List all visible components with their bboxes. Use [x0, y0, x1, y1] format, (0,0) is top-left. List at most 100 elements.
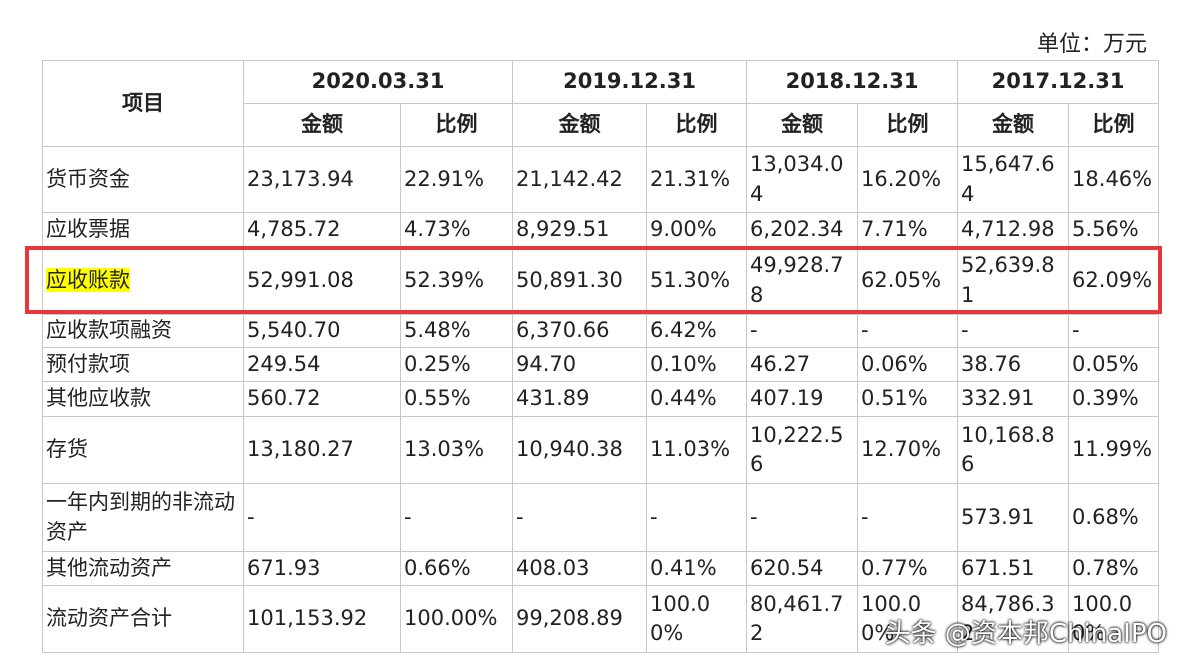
- cell: 5,540.70: [243, 314, 401, 348]
- cell: -: [399, 483, 514, 552]
- column-header: 金额: [243, 103, 401, 147]
- cell: 407.19: [746, 381, 859, 417]
- cell: 21.31%: [646, 146, 748, 213]
- column-header: 金额: [746, 103, 859, 147]
- cell: 12.70%: [857, 416, 959, 484]
- table-row: 一年内到期的非流动资产 - - - - - -573.91 0.68%: [42, 483, 1160, 552]
- cell: -: [1068, 314, 1160, 348]
- table-row: 应收账款 52,991.08 52.39% 50,891.30 51.30% 49,928…: [42, 246, 1160, 315]
- table-body: 货币资金 23,173.94 22.91% 21,142.42 21.31% 13,034…: [42, 146, 1160, 653]
- cell: 84,786.32: [957, 585, 1070, 653]
- cell: 671.51: [957, 551, 1070, 586]
- cell: 0.55%: [399, 381, 514, 417]
- cell: 620.54: [746, 551, 859, 586]
- row-label: 其他流动资产: [42, 551, 244, 586]
- row-label: 预付款项: [42, 347, 244, 382]
- table-row: 流动资产合计 101,153.92 100.00% 99,208.89 100.00% 8…: [42, 585, 1160, 653]
- cell: 11.99%: [1068, 416, 1160, 484]
- watermark: 头条 @资本邦ChinaIPO: [884, 619, 1167, 649]
- cell: 101,153.92: [243, 585, 401, 653]
- cell: 0.41%: [646, 551, 748, 586]
- cell: 52.39%: [399, 246, 514, 315]
- corner-cell: 项目: [42, 60, 244, 147]
- cell: 100.00%: [399, 585, 514, 653]
- highlighted-label: 应收账款: [46, 267, 130, 292]
- cell: 6,202.34: [746, 212, 859, 247]
- cell: 560.72: [243, 381, 401, 417]
- cell: 38.76: [957, 347, 1070, 382]
- cell: 0.77%: [857, 551, 959, 586]
- cell: 6.42%: [646, 314, 748, 348]
- table-row: 应收款项融资 5,540.70 5.48% 6,370.66 6.42% - - - -: [42, 314, 1160, 348]
- cell: 51.30%: [646, 246, 748, 315]
- cell: 4,785.72: [243, 212, 401, 247]
- row-label: 流动资产合计: [42, 585, 244, 653]
- table: 项目 2020.03.31 2019.12.31 2018.12.31 2017.12.…: [42, 60, 1160, 653]
- row-label: 一年内到期的非流动资产: [42, 483, 244, 552]
- cell: 21,142.42: [512, 146, 648, 213]
- cell: 18.46%: [1068, 146, 1160, 213]
- table-header: 项目 2020.03.31 2019.12.31 2018.12.31 2017.12.…: [42, 60, 1160, 147]
- cell: 100.00%: [1068, 585, 1160, 653]
- cell: 10,940.38: [512, 416, 648, 484]
- column-header: 金额: [512, 103, 648, 147]
- cell: 23,173.94: [243, 146, 401, 213]
- unit-label: 单位：万元: [1036, 32, 1147, 57]
- cell: 80,461.72: [746, 585, 859, 653]
- cell: 0.44%: [646, 381, 748, 417]
- table-row: 货币资金 23,173.94 22.91% 21,142.42 21.31% 13,034…: [42, 146, 1160, 213]
- cell: 4,712.98: [957, 212, 1070, 247]
- period-header: 2017.12.31: [957, 60, 1160, 104]
- cell: -: [857, 314, 959, 348]
- cell: -: [646, 483, 748, 552]
- cell: -: [746, 483, 859, 552]
- column-header: 比例: [399, 103, 514, 147]
- period-header: 2020.03.31: [242, 60, 514, 104]
- cell: 46.27: [746, 347, 859, 382]
- column-header: 比例: [1068, 103, 1160, 147]
- cell: -: [243, 483, 401, 552]
- table-row: 其他流动资产 671.93 0.66% 408.03 0.41% 620.54 0.77% 6…: [42, 551, 1160, 586]
- cell: 8,929.51: [512, 212, 648, 247]
- column-header: 比例: [646, 103, 748, 147]
- cell: 5.56%: [1068, 212, 1160, 247]
- cell: 0.05%: [1068, 347, 1160, 382]
- period-header: 2019.12.31: [512, 60, 748, 104]
- cell: 11.03%: [646, 416, 748, 484]
- cell: 62.09%: [1068, 246, 1160, 315]
- cell: 0.25%: [399, 347, 514, 382]
- cell: 99,208.89: [512, 585, 648, 653]
- cell: 7.71%: [857, 212, 959, 247]
- cell: 50,891.30: [512, 246, 648, 315]
- cell: 4.73%: [399, 212, 514, 247]
- cell: 332.91: [957, 381, 1070, 417]
- cell: 13,034.04: [746, 146, 859, 213]
- cell: 249.54: [243, 347, 401, 382]
- table-row: 存货 13,180.27 13.03% 10,940.38 11.03% 10,222.5…: [42, 416, 1160, 484]
- cell: 49,928.78: [746, 246, 859, 315]
- cell: 15,647.64: [957, 146, 1070, 213]
- cell: 0.68%: [1068, 483, 1160, 552]
- cell: 6,370.66: [512, 314, 648, 348]
- cell: 94.70: [512, 347, 648, 382]
- cell: 431.89: [512, 381, 648, 417]
- cell: 13,180.27: [243, 416, 401, 484]
- column-header: 金额: [957, 103, 1070, 147]
- cell: 0.78%: [1068, 551, 1160, 586]
- cell: 408.03: [512, 551, 648, 586]
- cell: 0.39%: [1068, 381, 1160, 417]
- cell: 0.06%: [857, 347, 959, 382]
- period-header: 2018.12.31: [746, 60, 959, 104]
- cell: 0.66%: [399, 551, 514, 586]
- cell: 573.91: [957, 483, 1070, 552]
- cell: -: [746, 314, 859, 348]
- table-row: 预付款项 249.54 0.25% 94.70 0.10% 46.27 0.06% 38.76…: [42, 347, 1160, 382]
- cell: -: [857, 483, 959, 552]
- row-label: 应收款项融资: [42, 314, 244, 348]
- cell: 0.10%: [646, 347, 748, 382]
- cell: 52,991.08: [243, 246, 401, 315]
- cell: 100.00%: [646, 585, 748, 653]
- cell: 10,168.86: [957, 416, 1070, 484]
- cell: 5.48%: [399, 314, 514, 348]
